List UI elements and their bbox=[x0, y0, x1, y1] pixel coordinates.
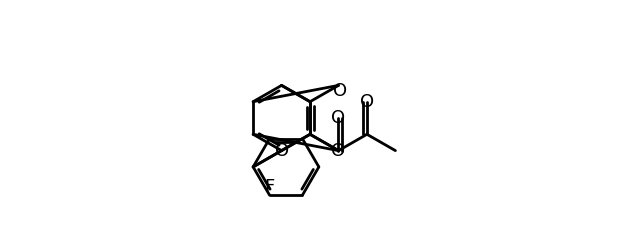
Text: F: F bbox=[264, 178, 275, 196]
Text: O: O bbox=[360, 93, 374, 111]
Text: O: O bbox=[332, 142, 346, 160]
Text: O: O bbox=[332, 109, 346, 127]
Text: O: O bbox=[333, 82, 348, 100]
Text: O: O bbox=[275, 142, 289, 160]
